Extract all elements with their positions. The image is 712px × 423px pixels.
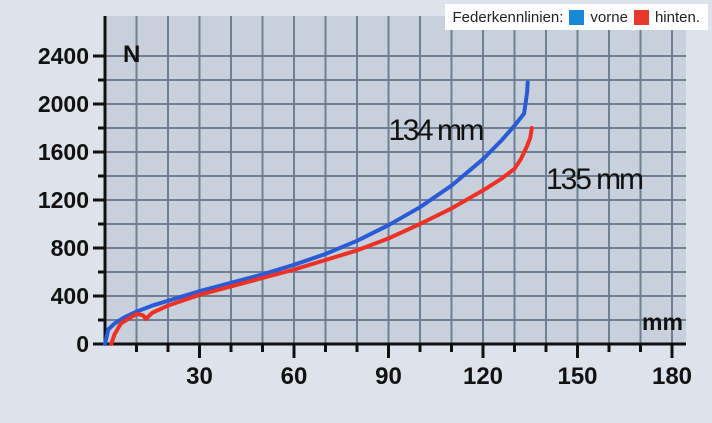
y-tick-label: 1600 — [38, 139, 89, 165]
series-line-vorne — [103, 80, 530, 346]
legend-swatch-hinten — [633, 9, 649, 25]
y-tick-label: 0 — [76, 331, 89, 357]
y-tick-label: 2400 — [38, 43, 89, 69]
y-axis-label: N — [123, 41, 140, 68]
x-tick-label: 180 — [652, 363, 692, 390]
x-axis-label: mm — [642, 309, 683, 335]
x-tick-label: 30 — [186, 363, 213, 390]
y-tick-label: 2000 — [38, 91, 89, 117]
annotation-hinten: 135 mm — [546, 163, 644, 196]
legend-label-vorne: vorne — [590, 8, 628, 26]
legend-title: Federkennlinien: — [452, 8, 564, 26]
legend-swatch-vorne — [569, 9, 585, 25]
y-tick-label: 1200 — [38, 187, 89, 213]
legend-label-hinten: hinten. — [654, 8, 700, 26]
y-tick-label: 400 — [51, 283, 89, 309]
legend: Federkennlinien: vorne hinten. — [444, 4, 708, 30]
x-tick-label: 120 — [463, 363, 503, 390]
annotation-vorne: 134 mm — [389, 114, 485, 147]
series-line-hinten — [109, 126, 534, 346]
x-tick-label: 60 — [281, 363, 308, 390]
y-tick-label: 800 — [51, 235, 89, 261]
x-tick-label: 90 — [375, 363, 402, 390]
x-tick-label: 150 — [557, 363, 597, 390]
